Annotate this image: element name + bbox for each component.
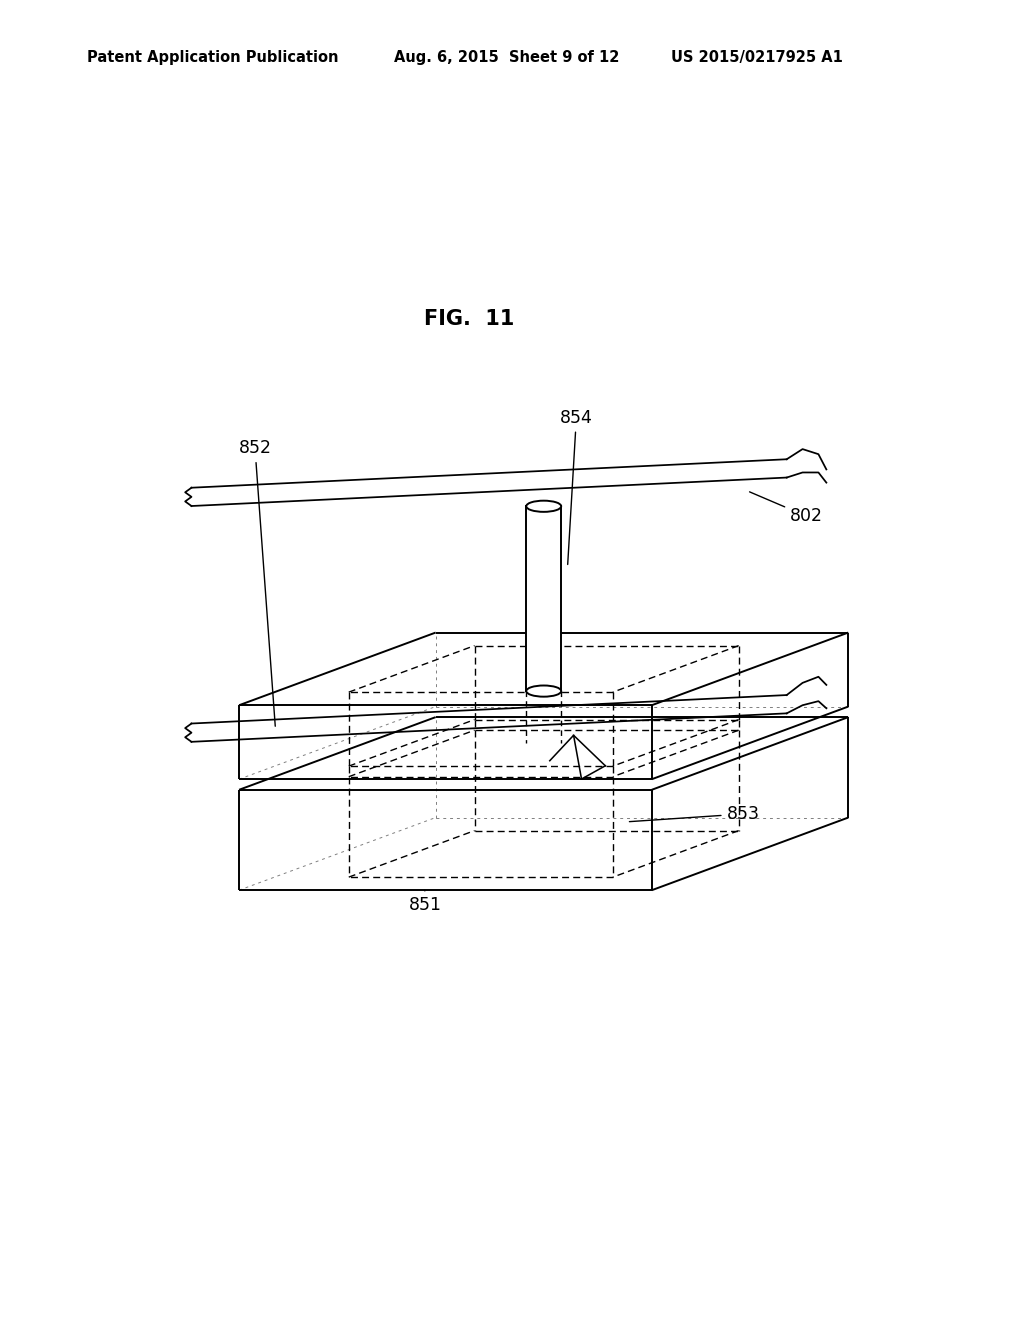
Text: 854: 854: [560, 409, 593, 565]
Text: 853: 853: [630, 805, 760, 822]
Text: US 2015/0217925 A1: US 2015/0217925 A1: [671, 50, 843, 65]
Text: Aug. 6, 2015  Sheet 9 of 12: Aug. 6, 2015 Sheet 9 of 12: [394, 50, 620, 65]
Ellipse shape: [526, 685, 561, 697]
Ellipse shape: [526, 500, 561, 512]
Text: 852: 852: [239, 440, 275, 726]
FancyBboxPatch shape: [526, 507, 561, 692]
Text: 851: 851: [410, 890, 442, 915]
Text: 802: 802: [750, 492, 823, 525]
Text: FIG.  11: FIG. 11: [424, 309, 514, 329]
Text: Patent Application Publication: Patent Application Publication: [87, 50, 339, 65]
